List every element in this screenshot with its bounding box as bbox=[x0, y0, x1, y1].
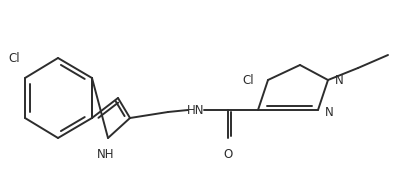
Text: Cl: Cl bbox=[8, 52, 20, 65]
Text: N: N bbox=[335, 74, 344, 86]
Text: HN: HN bbox=[187, 103, 205, 116]
Text: Cl: Cl bbox=[242, 74, 254, 86]
Text: NH: NH bbox=[97, 148, 115, 161]
Text: O: O bbox=[223, 148, 233, 161]
Text: N: N bbox=[325, 106, 334, 119]
